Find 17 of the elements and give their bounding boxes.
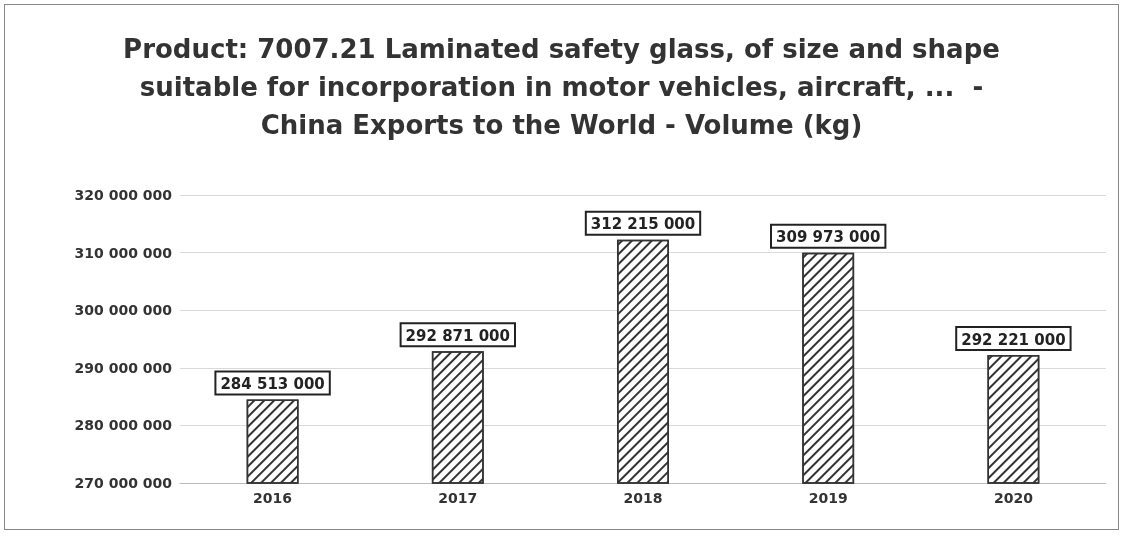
x-tick-label: 2020 [993, 490, 1034, 506]
data-label: 292 221 000 [961, 330, 1066, 349]
y-tick-label: 290 000 000 [74, 359, 173, 376]
data-label: 312 215 000 [590, 215, 696, 234]
y-tick-label: 300 000 000 [74, 302, 173, 319]
data-label: 284 513 000 [220, 374, 325, 393]
x-tick-label: 2019 [808, 490, 848, 506]
y-tick-label: 280 000 000 [74, 417, 173, 434]
chart-title: Product: 7007.21 Laminated safety glass, of size and shape suitable for incorporation in motor vehicles, aircraft, ... - China Exports to the World - Volume (kg) [123, 34, 1000, 140]
data-label: 292 871 000 [405, 326, 510, 345]
y-tick-label: 270 000 000 [74, 475, 173, 491]
x-tick-label: 2017 [438, 490, 478, 506]
data-label: 309 973 000 [776, 228, 881, 247]
x-tick-label: 2018 [623, 490, 663, 506]
y-tick-label: 310 000 000 [74, 244, 173, 261]
y-tick-label: 320 000 000 [74, 187, 173, 203]
x-tick-label: 2016 [253, 490, 293, 506]
